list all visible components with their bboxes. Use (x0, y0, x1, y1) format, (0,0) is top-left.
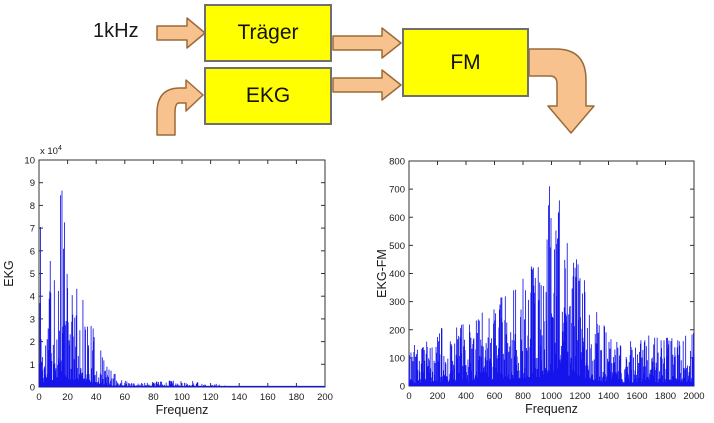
arrow-ekg-to-fm (332, 69, 402, 101)
block-diagram (156, 17, 595, 136)
svg-text:400: 400 (389, 269, 405, 280)
svg-text:200: 200 (317, 392, 333, 403)
svg-text:160: 160 (260, 392, 276, 403)
svg-text:10: 10 (24, 156, 35, 167)
block-traeger-label: Träger (237, 21, 299, 44)
block-traeger: Träger (204, 4, 332, 62)
svg-text:EKG-FM: EKG-FM (375, 249, 389, 298)
svg-text:8: 8 (30, 201, 35, 212)
svg-text:600: 600 (487, 391, 503, 402)
svg-text:1000: 1000 (541, 391, 562, 402)
svg-text:400: 400 (458, 391, 474, 402)
svg-text:7: 7 (30, 224, 35, 235)
block-ekg-label: EKG (245, 84, 291, 107)
svg-text:200: 200 (389, 325, 405, 336)
svg-text:80: 80 (148, 392, 159, 403)
svg-text:1200: 1200 (569, 391, 590, 402)
block-ekg: EKG (204, 67, 332, 125)
plot-ekg-fm-spectrum: 0 200 400 600 800 1000 1200 1400 1600 1800 2000 0 10… (375, 157, 705, 417)
svg-text:6: 6 (30, 246, 35, 257)
svg-text:120: 120 (203, 392, 219, 403)
svg-text:1: 1 (30, 360, 35, 371)
svg-text:1600: 1600 (626, 391, 647, 402)
svg-text:40: 40 (91, 392, 102, 403)
arrow-1khz-to-traeger (156, 17, 206, 49)
svg-text:1400: 1400 (598, 391, 619, 402)
svg-text:0: 0 (36, 392, 41, 403)
plot-ekg-spectrum: 0 20 40 60 80 100 120 140 160 180 200 0 1 2 3 4 5 6 7 8 9 10 x… (2, 145, 333, 417)
svg-text:200: 200 (430, 391, 446, 402)
block-fm: FM (402, 28, 529, 97)
svg-text:x 104: x 104 (40, 145, 62, 157)
svg-text:0: 0 (400, 382, 405, 393)
svg-text:800: 800 (515, 391, 531, 402)
svg-text:9: 9 (30, 178, 35, 189)
input-signal-label: 1kHz (93, 20, 139, 42)
svg-text:0: 0 (30, 383, 35, 394)
svg-text:1800: 1800 (655, 391, 676, 402)
svg-text:100: 100 (174, 392, 190, 403)
svg-text:60: 60 (120, 392, 131, 403)
svg-text:4: 4 (30, 292, 35, 303)
svg-text:Frequenz: Frequenz (156, 403, 209, 417)
svg-text:EKG: EKG (2, 260, 16, 286)
svg-text:Frequenz: Frequenz (525, 402, 578, 416)
svg-text:700: 700 (389, 185, 405, 196)
svg-text:800: 800 (389, 157, 405, 168)
svg-text:500: 500 (389, 241, 405, 252)
svg-text:300: 300 (389, 297, 405, 308)
svg-text:0: 0 (406, 391, 411, 402)
svg-text:100: 100 (389, 353, 405, 364)
svg-text:20: 20 (62, 392, 73, 403)
svg-text:2000: 2000 (683, 391, 704, 402)
arrow-fm-output (528, 48, 595, 134)
arrow-input-to-ekg (156, 79, 204, 136)
svg-text:3: 3 (30, 314, 35, 325)
svg-text:600: 600 (389, 213, 405, 224)
svg-text:2: 2 (30, 337, 35, 348)
svg-text:5: 5 (30, 269, 35, 280)
arrow-traeger-to-fm (332, 27, 402, 59)
block-fm-label: FM (450, 50, 481, 74)
svg-text:140: 140 (231, 392, 247, 403)
svg-text:180: 180 (288, 392, 304, 403)
